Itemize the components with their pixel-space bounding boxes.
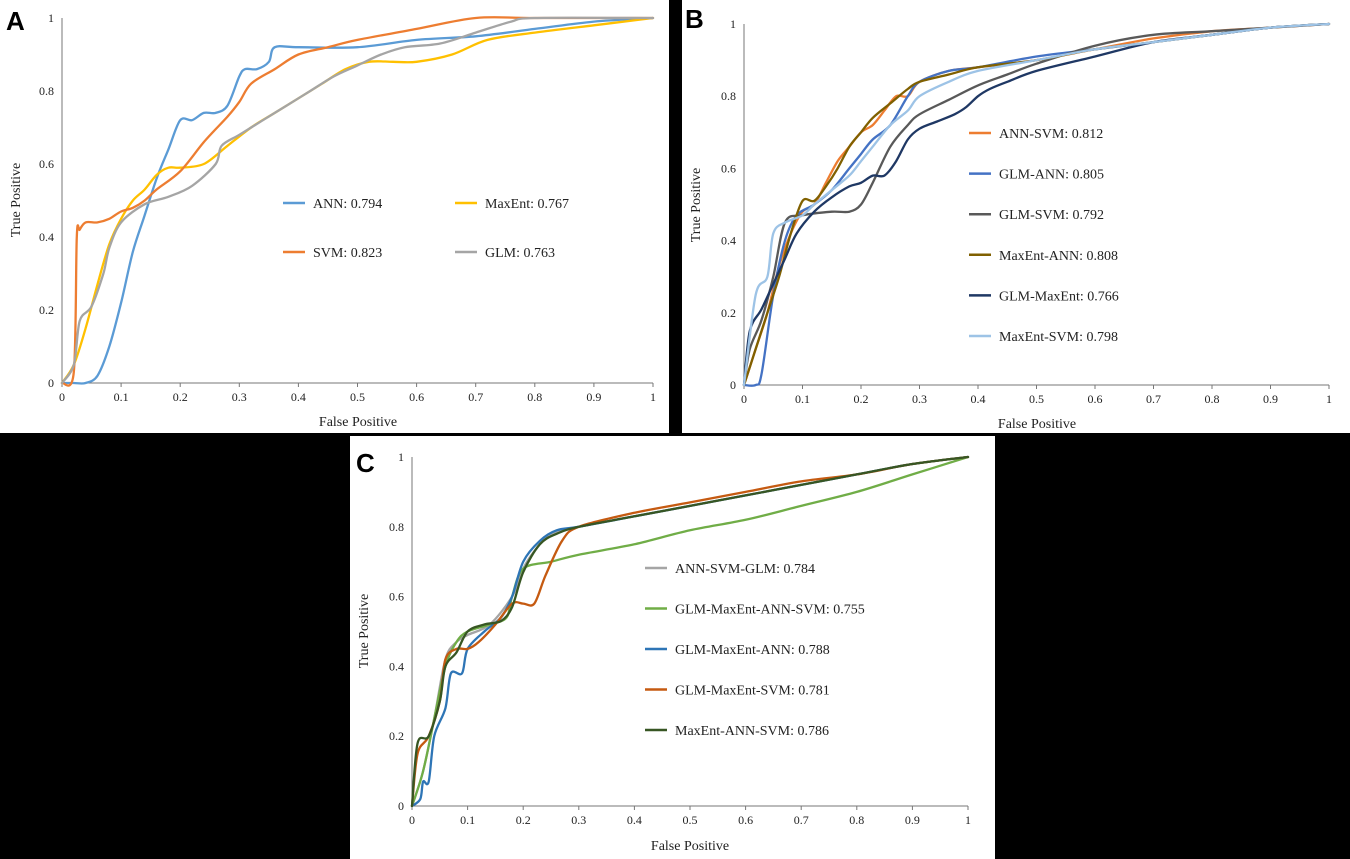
panel-letter-a: A bbox=[6, 6, 25, 36]
x-tick-label: 0.8 bbox=[849, 813, 864, 827]
y-tick-label: 0.4 bbox=[389, 659, 404, 673]
roc-chart-c: C 0 0.1 0.2 0.3 0.4 0.5 0.6 0.7 0.8 0.9 1 0 0.2 0.4 0.6… bbox=[356, 448, 971, 854]
legend-label-ann: ANN: 0.794 bbox=[313, 197, 382, 212]
legend-label-glm-maxent-ann: GLM-MaxEnt-ANN: 0.788 bbox=[675, 643, 830, 658]
x-tick-label: 0.1 bbox=[460, 813, 475, 827]
y-tick-label: 0 bbox=[48, 376, 54, 390]
y-tick-label: 1 bbox=[48, 11, 54, 25]
x-tick-label: 0.3 bbox=[912, 392, 927, 406]
y-tick-label: 0 bbox=[730, 378, 736, 392]
x-tick-label: 1 bbox=[650, 390, 656, 404]
x-tick-label: 0.5 bbox=[1029, 392, 1044, 406]
y-tick-label: 0.8 bbox=[39, 84, 54, 98]
x-tick-label: 0.1 bbox=[114, 390, 129, 404]
series-line-glm-maxent-svm bbox=[410, 455, 970, 808]
legend-label-maxent-svm: MaxEnt-SVM: 0.798 bbox=[999, 330, 1118, 345]
x-tick-label: 0.8 bbox=[527, 390, 542, 404]
x-tick-label: 0.6 bbox=[409, 390, 424, 404]
x-tick-label: 0.7 bbox=[1146, 392, 1161, 406]
series-line-ann-svm-glm bbox=[410, 455, 970, 808]
legend-label-glm-ann: GLM-ANN: 0.805 bbox=[999, 168, 1104, 183]
x-tick-label: 0.7 bbox=[794, 813, 809, 827]
x-tick-label: 0.3 bbox=[232, 390, 247, 404]
x-tick-label: 0 bbox=[59, 390, 65, 404]
x-tick-label: 0.4 bbox=[627, 813, 642, 827]
x-tick-label: 1 bbox=[1326, 392, 1332, 406]
y-axis-title: True Positive bbox=[9, 163, 24, 238]
x-tick-label: 0.9 bbox=[1263, 392, 1278, 406]
legend-label-ann-svm: ANN-SVM: 0.812 bbox=[999, 127, 1103, 142]
x-tick-label: 0.6 bbox=[738, 813, 753, 827]
x-tick-label: 0.8 bbox=[1205, 392, 1220, 406]
roc-chart-b: B 0 0.1 0.2 0.3 0.4 0.5 0.6 0.7 0.8 0.9 1 0 0.2 0.4 0.6… bbox=[685, 4, 1332, 432]
y-tick-label: 0.2 bbox=[39, 303, 54, 317]
x-tick-label: 0.5 bbox=[683, 813, 698, 827]
legend-label-glm-maxent-ann-svm: GLM-MaxEnt-ANN-SVM: 0.755 bbox=[675, 603, 865, 618]
legend-label-maxent: MaxEnt: 0.767 bbox=[485, 197, 569, 212]
x-tick-label: 0.4 bbox=[971, 392, 986, 406]
panel-letter-c: C bbox=[356, 448, 375, 478]
legend-label-ann-svm-glm: ANN-SVM-GLM: 0.784 bbox=[675, 562, 815, 577]
series-line-glm-maxent-ann-svm bbox=[410, 455, 970, 808]
y-tick-label: 1 bbox=[730, 17, 736, 31]
x-tick-label: 0.5 bbox=[350, 390, 365, 404]
x-tick-label: 1 bbox=[965, 813, 971, 827]
legend-label-maxent-ann: MaxEnt-ANN: 0.808 bbox=[999, 249, 1118, 264]
x-tick-label: 0.1 bbox=[795, 392, 810, 406]
roc-panel-c: C 0 0.1 0.2 0.3 0.4 0.5 0.6 0.7 0.8 0.9 1 0 0.2 0.4 0.6… bbox=[350, 436, 995, 859]
legend-label-maxent-ann-svm: MaxEnt-ANN-SVM: 0.786 bbox=[675, 724, 829, 739]
roc-chart-a: A 0 0.1 0.2 0.3 0.4 0.5 0.6 0.7 0.8 0.9 1 0 0.2 0.4 0.6… bbox=[6, 6, 656, 430]
x-axis-title: False Positive bbox=[998, 417, 1076, 432]
x-tick-label: 0.9 bbox=[905, 813, 920, 827]
x-tick-label: 0.2 bbox=[173, 390, 188, 404]
series-line-ann bbox=[60, 16, 655, 385]
y-tick-label: 0.6 bbox=[39, 157, 54, 171]
series-line-svm bbox=[60, 16, 655, 387]
y-tick-label: 0 bbox=[398, 799, 404, 813]
x-axis-title: False Positive bbox=[319, 415, 397, 430]
series-line-maxent-ann-svm bbox=[410, 455, 970, 808]
y-tick-label: 0.4 bbox=[39, 230, 54, 244]
x-tick-label: 0.6 bbox=[1088, 392, 1103, 406]
x-tick-label: 0.2 bbox=[854, 392, 869, 406]
y-tick-label: 0.8 bbox=[721, 89, 736, 103]
series-line-glm-maxent-ann bbox=[410, 455, 970, 808]
x-tick-label: 0.4 bbox=[291, 390, 306, 404]
series-line-glm-maxent bbox=[742, 22, 1331, 387]
legend-label-glm-svm: GLM-SVM: 0.792 bbox=[999, 208, 1104, 223]
legend-label-svm: SVM: 0.823 bbox=[313, 246, 382, 261]
panel-letter-b: B bbox=[685, 4, 704, 34]
y-axis-title: True Positive bbox=[357, 594, 372, 669]
series-line-maxent-svm bbox=[742, 22, 1331, 387]
y-tick-label: 1 bbox=[398, 450, 404, 464]
x-tick-label: 0.3 bbox=[571, 813, 586, 827]
series-line-glm bbox=[60, 16, 655, 385]
y-tick-label: 0.8 bbox=[389, 520, 404, 534]
x-tick-label: 0.9 bbox=[586, 390, 601, 404]
x-axis-title: False Positive bbox=[651, 839, 729, 854]
series-line-glm-svm bbox=[742, 22, 1331, 387]
legend-label-glm: GLM: 0.763 bbox=[485, 246, 555, 261]
x-tick-label: 0.7 bbox=[468, 390, 483, 404]
legend-label-glm-maxent-svm: GLM-MaxEnt-SVM: 0.781 bbox=[675, 684, 830, 699]
y-tick-label: 0.4 bbox=[721, 234, 736, 248]
y-tick-label: 0.6 bbox=[389, 590, 404, 604]
y-tick-label: 0.2 bbox=[389, 729, 404, 743]
legend-label-glm-maxent: GLM-MaxEnt: 0.766 bbox=[999, 289, 1119, 304]
x-tick-label: 0.2 bbox=[516, 813, 531, 827]
roc-panel-a: A 0 0.1 0.2 0.3 0.4 0.5 0.6 0.7 0.8 0.9 1 0 0.2 0.4 0.6… bbox=[0, 0, 669, 433]
y-axis-title: True Positive bbox=[689, 168, 704, 243]
y-tick-label: 0.2 bbox=[721, 306, 736, 320]
x-tick-label: 0 bbox=[741, 392, 747, 406]
y-tick-label: 0.6 bbox=[721, 161, 736, 175]
x-tick-label: 0 bbox=[409, 813, 415, 827]
roc-panel-b: B 0 0.1 0.2 0.3 0.4 0.5 0.6 0.7 0.8 0.9 1 0 0.2 0.4 0.6… bbox=[682, 0, 1350, 433]
